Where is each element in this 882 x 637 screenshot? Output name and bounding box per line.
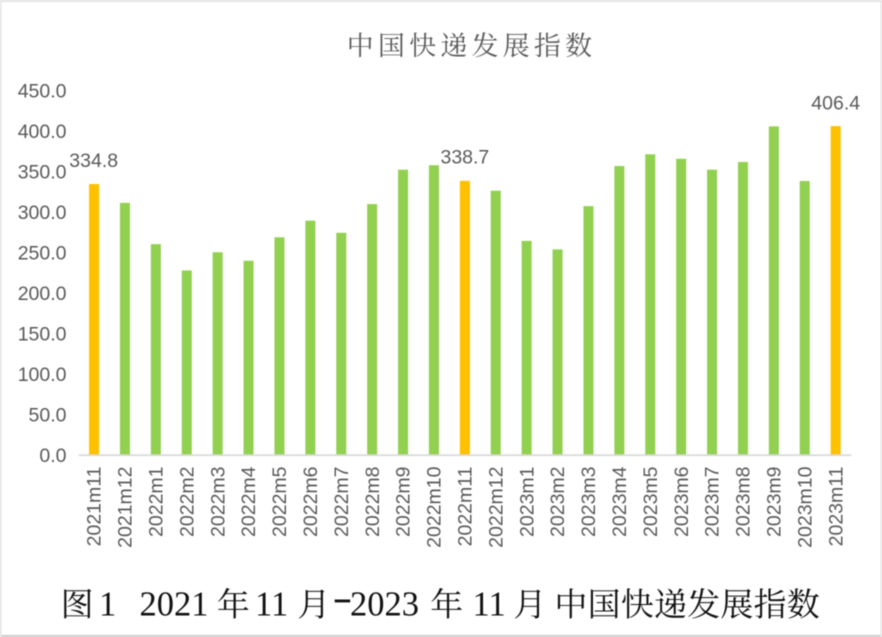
svg-text:300.0: 300.0 <box>18 202 67 224</box>
svg-text:338.7: 338.7 <box>440 147 489 169</box>
svg-text:2022m12: 2022m12 <box>485 467 507 548</box>
svg-text:150.0: 150.0 <box>18 323 67 345</box>
svg-text:2023m2: 2023m2 <box>547 467 569 537</box>
svg-text:2022m1: 2022m1 <box>145 467 167 537</box>
svg-text:2022m9: 2022m9 <box>393 467 415 537</box>
svg-text:2023m10: 2023m10 <box>794 466 816 547</box>
svg-text:2022m11: 2022m11 <box>454 467 476 547</box>
svg-text:2023m9: 2023m9 <box>763 467 785 537</box>
svg-text:2022m4: 2022m4 <box>238 466 260 537</box>
svg-text:2021: 2021 <box>140 585 209 623</box>
svg-text:50.0: 50.0 <box>29 404 67 426</box>
svg-text:0.0: 0.0 <box>39 445 66 467</box>
svg-text:2023m11: 2023m11 <box>825 467 847 547</box>
svg-text:2022m5: 2022m5 <box>269 466 291 537</box>
svg-text:2022m2: 2022m2 <box>176 467 198 537</box>
svg-text:2023: 2023 <box>350 585 419 623</box>
svg-text:350.0: 350.0 <box>18 162 67 184</box>
svg-text:2023m4: 2023m4 <box>609 466 631 537</box>
svg-text:334.8: 334.8 <box>69 150 118 172</box>
svg-text:11: 11 <box>473 585 506 623</box>
svg-text:2022m8: 2022m8 <box>362 467 384 537</box>
svg-text:2022m3: 2022m3 <box>207 467 229 537</box>
svg-text:100.0: 100.0 <box>18 364 67 386</box>
svg-text:200.0: 200.0 <box>18 283 67 305</box>
svg-text:2022m7: 2022m7 <box>331 467 353 537</box>
svg-text:2021m11: 2021m11 <box>84 467 106 547</box>
svg-text:2023m3: 2023m3 <box>578 467 600 537</box>
svg-text:2023m5: 2023m5 <box>640 466 662 537</box>
svg-text:2023m6: 2023m6 <box>671 467 693 537</box>
svg-text:1: 1 <box>99 585 116 623</box>
svg-text:250.0: 250.0 <box>18 242 67 264</box>
svg-text:2023m1: 2023m1 <box>516 467 538 537</box>
svg-text:450.0: 450.0 <box>18 81 67 103</box>
svg-text:11: 11 <box>255 585 288 623</box>
svg-text:406.4: 406.4 <box>811 92 860 114</box>
svg-text:2023m8: 2023m8 <box>733 467 755 537</box>
svg-text:2023m7: 2023m7 <box>702 467 724 537</box>
svg-text:400.0: 400.0 <box>18 121 67 143</box>
svg-text:2022m10: 2022m10 <box>424 466 446 547</box>
svg-text:2021m12: 2021m12 <box>115 467 137 548</box>
svg-text:2022m6: 2022m6 <box>300 467 322 537</box>
